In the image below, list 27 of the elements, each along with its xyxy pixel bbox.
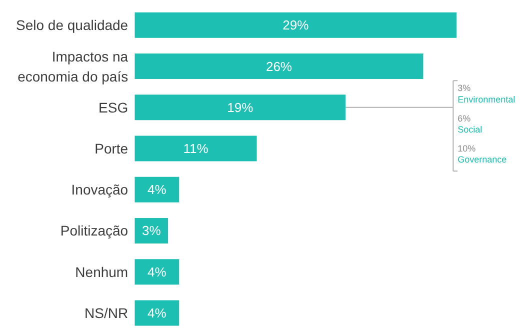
- bar: [134, 259, 180, 285]
- data-label: 4%: [148, 305, 167, 320]
- data-label: 4%: [148, 182, 167, 198]
- y-tick-label: Selo de qualidade: [16, 17, 128, 34]
- y-tick-label: Porte: [94, 140, 128, 156]
- bar: [134, 94, 346, 120]
- data-label: 4%: [148, 264, 167, 280]
- y-tick-label: Inovação: [71, 182, 128, 198]
- text: 3% Environmental: [458, 83, 516, 104]
- bar: [134, 176, 180, 202]
- bar: [134, 300, 180, 326]
- bar: [134, 12, 456, 38]
- bar: [134, 218, 168, 244]
- y-tick-label: Nenhum: [75, 264, 128, 280]
- data-label: 29%: [282, 18, 310, 33]
- y-tick-label: ESG: [98, 99, 128, 116]
- y-tick-label: NS/NR: [84, 304, 128, 321]
- bar: [134, 136, 257, 162]
- data-label: 11%: [183, 141, 209, 156]
- data-label: 26%: [266, 58, 292, 74]
- y-tick-label: Politização: [60, 222, 128, 239]
- data-label: 19%: [227, 100, 254, 115]
- bar: [134, 54, 424, 80]
- text: 10% Governance: [458, 144, 507, 165]
- y-tick-label: Impactos na economia do país: [18, 48, 128, 84]
- data-label: 3%: [142, 223, 162, 238]
- text: 6% Social: [458, 113, 482, 134]
